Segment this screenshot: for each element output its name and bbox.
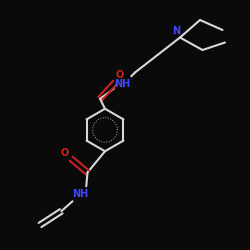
Text: NH: NH xyxy=(114,79,130,89)
Text: O: O xyxy=(116,70,124,80)
Text: NH: NH xyxy=(72,189,88,199)
Text: N: N xyxy=(172,26,180,36)
Text: O: O xyxy=(61,148,69,158)
